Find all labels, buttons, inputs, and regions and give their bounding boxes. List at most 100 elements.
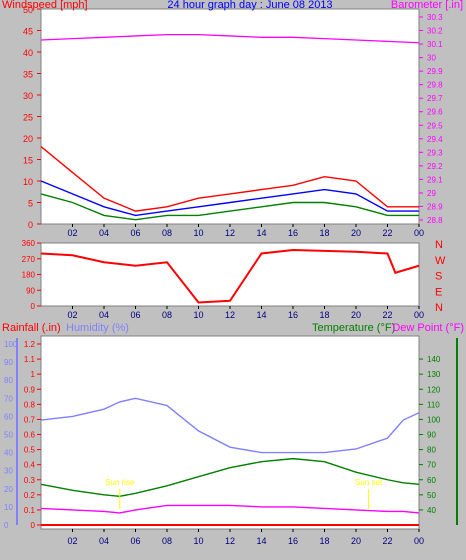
- x-tick-label: 20: [351, 228, 361, 238]
- x-tick-label: 16: [288, 536, 298, 546]
- x-tick-label: 02: [67, 310, 77, 320]
- direction-panel: [40, 242, 420, 307]
- x-tick-label: 22: [382, 310, 392, 320]
- humidity-y-tick-label: 100: [4, 340, 18, 349]
- baro-y-tick-label: 29.1: [427, 175, 443, 184]
- humidity-y-tick-label: 80: [4, 376, 13, 385]
- humidity-y-tick-label: 40: [4, 449, 13, 458]
- wind-y-tick-label: 45: [23, 27, 33, 37]
- dewpoint-line: [40, 504, 420, 514]
- rain-y-tick-label: 1.2: [24, 340, 36, 349]
- wind-y-tick-label: 0: [28, 220, 33, 230]
- x-tick-label: 18: [319, 536, 329, 546]
- x-tick-label: 02: [67, 536, 77, 546]
- baro-y-tick-label: 30.3: [427, 13, 443, 22]
- humidity-y-tick-label: 0: [4, 521, 9, 530]
- wind-y-tick-label: 20: [23, 134, 33, 144]
- x-tick-label: 20: [351, 536, 361, 546]
- wind-y-tick-label: 25: [23, 113, 33, 123]
- compass-letter: W: [435, 255, 446, 267]
- wind-y-tick-label: 15: [23, 156, 33, 166]
- x-tick-label: 12: [225, 536, 235, 546]
- x-tick-label: 22: [382, 228, 392, 238]
- x-tick-label: 06: [130, 310, 140, 320]
- temp-y-tick-label: 80: [427, 446, 436, 455]
- x-tick-label: 14: [256, 536, 266, 546]
- x-tick-label: 12: [225, 310, 235, 320]
- humidity-line: [40, 397, 420, 454]
- x-tick-label: 04: [99, 228, 109, 238]
- x-tick-label: 06: [130, 228, 140, 238]
- direction-y-tick-label: 90: [26, 286, 35, 295]
- humidity-y-tick-label: 90: [4, 358, 13, 367]
- baro-y-tick-label: 29.7: [427, 94, 443, 103]
- rainfall-label: Rainfall (.in): [2, 322, 61, 334]
- rain-y-tick-label: 0: [31, 521, 36, 530]
- barometer-line: [40, 33, 420, 44]
- temp-y-tick-label: 50: [427, 491, 436, 500]
- average-wind-line: [40, 180, 419, 217]
- x-tick-label: 10: [193, 310, 203, 320]
- x-tick-label: 06: [130, 536, 140, 546]
- sunrise-label: Sun rise: [105, 478, 135, 487]
- humidity-label: Humidity (%): [66, 322, 129, 334]
- rain-y-tick-label: 0.6: [24, 431, 36, 440]
- wind-y-tick-label: 10: [23, 177, 33, 187]
- rain-y-tick-label: 0.9: [24, 385, 36, 394]
- x-tick-label: 08: [162, 228, 172, 238]
- humidity-y-tick-label: 70: [4, 394, 13, 403]
- temp-y-tick-label: 90: [427, 431, 436, 440]
- windspeed-line: [40, 193, 419, 221]
- x-tick-label: 14: [256, 228, 266, 238]
- temp-y-tick-label: 100: [427, 415, 441, 424]
- baro-y-tick-label: 29.6: [427, 108, 443, 117]
- rain-y-tick-label: 0.4: [24, 461, 36, 470]
- wind-y-tick-label: 40: [23, 48, 33, 58]
- wind-y-tick-label: 5: [28, 199, 33, 209]
- temp-y-tick-label: 130: [427, 370, 441, 379]
- x-tick-label: 10: [193, 228, 203, 238]
- baro-y-tick-label: 30.1: [427, 40, 443, 49]
- compass-letter: S: [435, 271, 442, 283]
- rain-y-tick-label: 0.8: [24, 400, 36, 409]
- temp-y-tick-label: 120: [427, 385, 441, 394]
- temp-y-tick-label: 40: [427, 506, 436, 515]
- compass-letter: N: [435, 302, 443, 314]
- temperature-label: Temperature (°F): [312, 322, 395, 334]
- humidity-y-tick-label: 60: [4, 412, 13, 421]
- baro-y-tick-label: 28.9: [427, 202, 443, 211]
- x-tick-label: 18: [319, 310, 329, 320]
- x-tick-label: 02: [67, 228, 77, 238]
- wind-y-tick-label: 35: [23, 70, 33, 80]
- baro-y-tick-label: 29.9: [427, 67, 443, 76]
- direction-y-tick-label: 180: [22, 271, 36, 280]
- x-tick-label: 04: [99, 310, 109, 320]
- temp-y-tick-label: 140: [427, 355, 441, 364]
- x-tick-label: 12: [225, 228, 235, 238]
- direction-y-tick-label: 0: [31, 302, 36, 311]
- baro-y-tick-label: 29.3: [427, 148, 443, 157]
- x-tick-label: 22: [382, 536, 392, 546]
- gust-line: [40, 146, 419, 212]
- baro-y-tick-label: 29.2: [427, 162, 443, 171]
- humidity-y-tick-label: 10: [4, 503, 13, 512]
- baro-y-tick-label: 29.4: [427, 135, 443, 144]
- compass-letter: E: [435, 286, 442, 298]
- x-tick-label: 00: [414, 536, 424, 546]
- baro-y-tick-label: 29.5: [427, 121, 443, 130]
- direction-y-tick-label: 270: [22, 255, 36, 264]
- humidity-y-tick-label: 50: [4, 431, 13, 440]
- barometer-label: Barometer [.in]: [391, 0, 463, 11]
- wind-y-tick-label: 50: [23, 5, 33, 15]
- wind-panel: [40, 8, 420, 225]
- compass-letter: N: [435, 239, 443, 251]
- baro-y-tick-label: 30.2: [427, 27, 443, 36]
- x-tick-label: 16: [288, 228, 298, 238]
- baro-y-tick-label: 28.8: [427, 216, 443, 225]
- x-tick-label: 16: [288, 310, 298, 320]
- dewpoint-label: Dew Point (°F): [392, 322, 464, 334]
- rain-y-tick-label: 0.2: [24, 491, 36, 500]
- temperature-line: [40, 457, 420, 498]
- x-tick-label: 08: [162, 536, 172, 546]
